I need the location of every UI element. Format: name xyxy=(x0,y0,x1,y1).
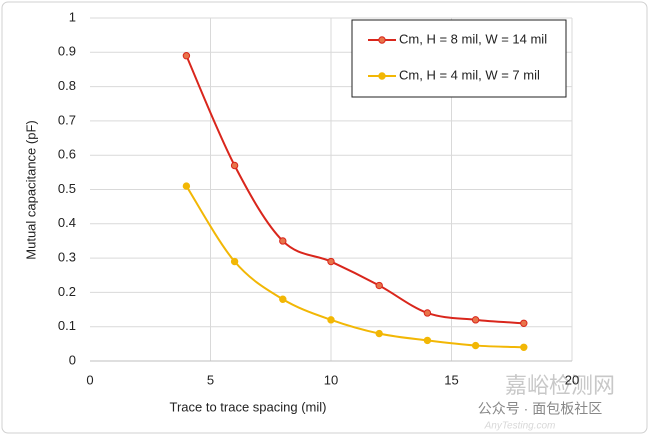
legend-marker xyxy=(378,36,386,44)
x-tick-label: 5 xyxy=(207,372,214,387)
data-point xyxy=(230,257,239,266)
y-tick-label: 0.9 xyxy=(58,44,76,59)
data-point xyxy=(471,341,480,350)
y-tick-label: 0.2 xyxy=(58,284,76,299)
y-tick-label: 0.5 xyxy=(58,181,76,196)
chart-frame xyxy=(1,1,648,434)
x-axis-title: Trace to trace spacing (mil) xyxy=(169,399,326,414)
data-point xyxy=(520,319,528,327)
y-tick-label: 0.1 xyxy=(58,318,76,333)
data-point xyxy=(423,309,432,317)
y-tick-label: 0 xyxy=(69,352,76,367)
data-point xyxy=(375,281,383,290)
y-tick-label: 0.3 xyxy=(58,250,76,265)
data-point xyxy=(182,182,191,190)
legend-label: Cm, H = 8 mil, W = 14 mil xyxy=(399,31,547,46)
x-tick-label: 10 xyxy=(324,372,338,387)
x-tick-label: 20 xyxy=(565,372,579,387)
data-point xyxy=(520,343,528,351)
x-tick-label: 15 xyxy=(444,372,458,387)
y-axis-title: Mutual capacitance (pF) xyxy=(23,120,38,259)
y-tick-label: 0.7 xyxy=(58,112,76,127)
data-point xyxy=(230,161,239,170)
data-point xyxy=(423,336,432,345)
data-point xyxy=(471,316,480,324)
data-point xyxy=(182,52,191,60)
data-point xyxy=(279,237,287,245)
watermark: 嘉峪检测网 xyxy=(505,373,615,398)
legend-label: Cm, H = 4 mil, W = 7 mil xyxy=(399,67,540,82)
y-tick-label: 1 xyxy=(69,9,76,24)
watermark: 公众号 · 面包板社区 xyxy=(478,401,602,417)
y-tick-label: 0.6 xyxy=(58,147,76,162)
data-point xyxy=(327,316,335,324)
x-tick-label: 0 xyxy=(86,372,93,387)
data-point xyxy=(375,329,383,338)
legend-box xyxy=(351,19,567,98)
data-point xyxy=(327,257,335,266)
legend-marker xyxy=(378,72,386,80)
data-point xyxy=(279,295,287,303)
y-tick-label: 0.4 xyxy=(58,215,76,230)
watermark: AnyTesting.com xyxy=(484,421,556,432)
y-tick-label: 0.8 xyxy=(58,78,76,93)
